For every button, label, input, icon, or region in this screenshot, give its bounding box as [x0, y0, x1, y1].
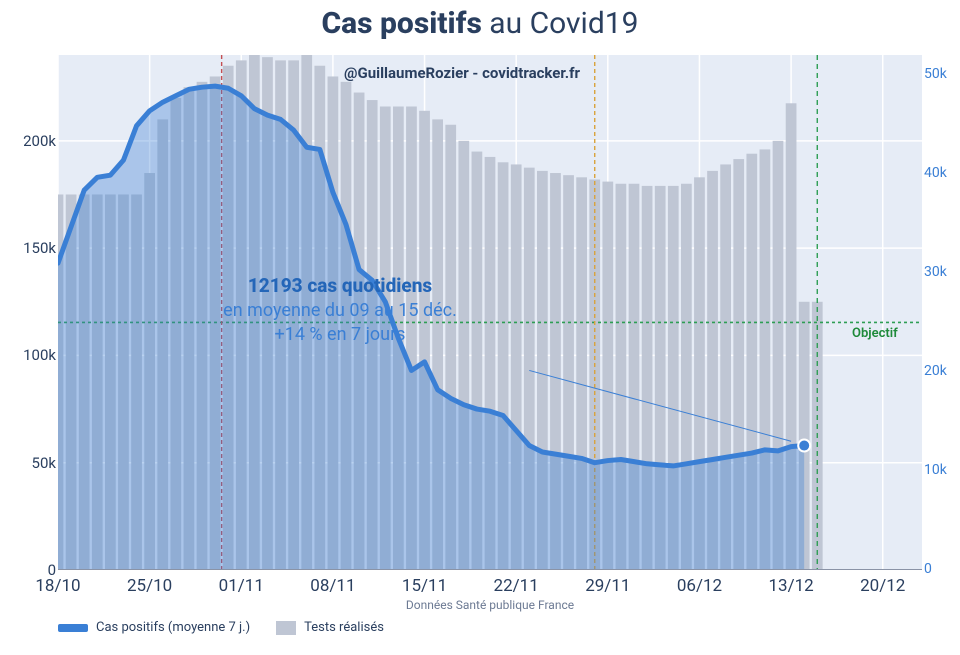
y-left-tick: 200k	[0, 132, 56, 150]
chart-title: Cas positifs au Covid19	[0, 6, 960, 41]
legend-label-bar: Tests réalisés	[304, 620, 384, 635]
y-right-tick: 40k	[924, 165, 960, 181]
x-tick: 08/11	[310, 576, 355, 596]
legend: Cas positifs (moyenne 7 j.) Tests réalis…	[58, 620, 384, 635]
plot-area	[58, 55, 922, 570]
y-right-tick: 50k	[924, 66, 960, 82]
attribution-text: @GuillaumeRozier - covidtracker.fr	[0, 64, 924, 82]
y-left-tick: 100k	[0, 346, 56, 364]
y-left-tick: 150k	[0, 239, 56, 257]
annotation-line3: +14 % en 7 jours	[190, 323, 490, 347]
y-right-tick: 30k	[924, 264, 960, 280]
x-tick: 22/11	[494, 576, 539, 596]
annotation-box: 12193 cas quotidiens en moyenne du 09 au…	[190, 273, 490, 347]
x-tick: 29/11	[585, 576, 630, 596]
x-tick: 25/10	[127, 576, 172, 596]
y-right-tick: 20k	[924, 363, 960, 379]
annotation-headline: 12193 cas quotidiens	[190, 273, 490, 299]
legend-swatch-line	[58, 624, 88, 632]
y-right-tick: 10k	[924, 462, 960, 478]
y-right-tick: 0	[924, 561, 960, 577]
x-tick: 01/11	[219, 576, 264, 596]
legend-label-line: Cas positifs (moyenne 7 j.)	[96, 620, 250, 635]
y-left-tick: 50k	[0, 454, 56, 472]
objectif-label: Objectif	[852, 326, 898, 341]
x-tick: 06/12	[677, 576, 722, 596]
annotation-line2: en moyenne du 09 au 15 déc.	[190, 299, 490, 323]
legend-swatch-bar	[276, 621, 296, 635]
x-tick: 18/10	[35, 576, 80, 596]
data-source: Données Santé publique France	[58, 598, 922, 612]
x-tick: 15/11	[402, 576, 447, 596]
x-tick: 13/12	[768, 576, 813, 596]
x-tick: 20/12	[860, 576, 905, 596]
